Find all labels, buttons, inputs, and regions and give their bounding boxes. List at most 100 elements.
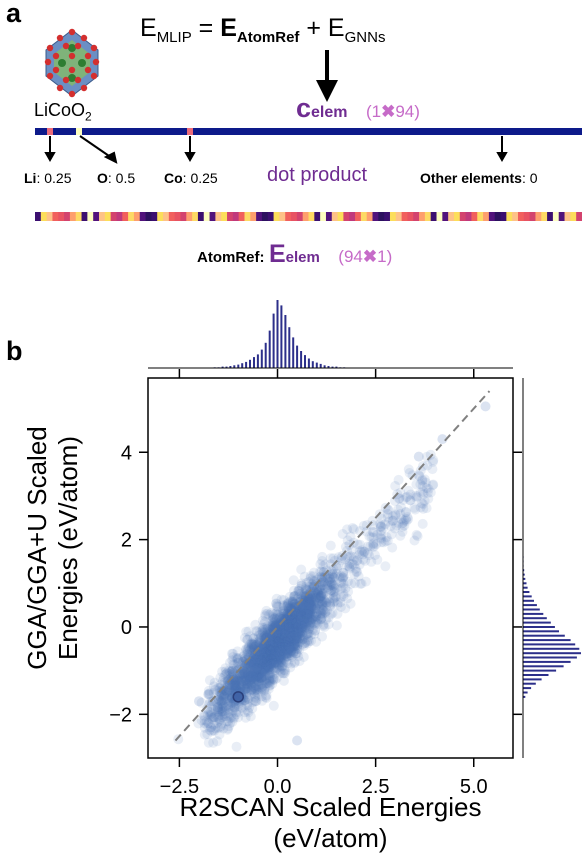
scatter-point — [276, 638, 287, 649]
scatter-point — [297, 621, 308, 632]
scatter-point — [305, 573, 316, 584]
scatter-point — [292, 628, 303, 639]
scatter-point — [362, 541, 373, 552]
scatter-point — [276, 655, 287, 666]
scatter-point — [261, 655, 272, 665]
scatter-point — [414, 471, 425, 482]
scatter-point — [277, 634, 288, 644]
scatter-point — [254, 649, 265, 660]
scatter-point — [280, 635, 291, 646]
scatter-point — [276, 633, 287, 644]
scatter-point — [242, 644, 253, 655]
scatter-point — [260, 647, 271, 658]
scatter-point — [271, 637, 282, 648]
scatter-point — [278, 657, 289, 668]
heatmap-cell — [40, 212, 48, 221]
scatter-point — [275, 643, 286, 654]
x-marginal-histogram — [148, 300, 513, 369]
heatmap-cell — [104, 212, 112, 221]
scatter-point — [298, 633, 309, 644]
scatter-point — [267, 673, 278, 683]
scatter-point — [284, 642, 295, 653]
scatter-point — [287, 632, 298, 643]
scatter-point — [259, 684, 270, 695]
scatter-point — [393, 474, 404, 485]
scatter-point — [241, 678, 252, 689]
scatter-point — [278, 600, 289, 611]
scatter-point — [329, 596, 340, 607]
scatter-point — [273, 650, 283, 661]
scatter-point — [275, 642, 286, 653]
scatter-point — [291, 614, 302, 625]
scatter-point — [257, 657, 268, 668]
scatter-point — [301, 619, 312, 630]
scatter-point — [277, 632, 288, 643]
scatter-point — [303, 605, 314, 616]
heatmap-cell — [512, 212, 519, 221]
scatter-point — [263, 642, 274, 653]
scatter-point — [294, 583, 305, 594]
scatter-point — [334, 572, 345, 583]
scatter-point — [265, 655, 276, 666]
scatter-point — [280, 622, 290, 633]
scatter-point — [199, 722, 210, 733]
scatter-point — [349, 552, 359, 562]
scatter-point — [418, 489, 429, 500]
scatter-point — [308, 594, 318, 605]
scatter-point — [293, 619, 304, 630]
x-hist-bar — [245, 361, 248, 368]
scatter-point — [284, 624, 295, 635]
scatter-point — [275, 616, 286, 627]
scatter-point — [282, 619, 293, 630]
scatter-point — [300, 601, 311, 612]
scatter-point — [228, 652, 239, 662]
scatter-point — [306, 601, 317, 612]
scatter-point — [268, 647, 279, 658]
scatter-point — [303, 604, 314, 615]
scatter-point — [419, 495, 430, 506]
scatter-point — [297, 634, 308, 645]
heatmap-cell — [209, 212, 216, 221]
scatter-point — [368, 539, 379, 550]
scatter-point — [380, 561, 391, 572]
scatter-point — [240, 712, 251, 723]
scatter-point — [315, 590, 326, 601]
heatmap-cell — [227, 212, 234, 221]
scatter-point — [262, 650, 273, 661]
scatter-point — [270, 657, 281, 668]
scatter-point — [293, 585, 304, 596]
scatter-point — [359, 546, 369, 557]
scatter-point — [248, 672, 259, 683]
scatter-point — [410, 504, 421, 515]
x-hist-bar — [256, 354, 259, 368]
scatter-point — [286, 612, 297, 623]
li-entry: Li: 0.25 — [24, 170, 72, 186]
x-axis-label-line2: (eV/atom) — [273, 823, 388, 853]
scatter-point — [252, 689, 263, 700]
scatter-point — [256, 673, 267, 684]
x-hist-bar — [327, 366, 330, 368]
y-hist-bar — [523, 643, 576, 646]
dot-product-label: dot product — [267, 164, 368, 186]
scatter-point — [277, 618, 288, 629]
scatter-point — [395, 502, 406, 513]
scatter-point — [245, 661, 256, 672]
scatter-point — [390, 510, 401, 521]
y-hist-bar — [523, 595, 532, 598]
scatter-point — [263, 649, 274, 660]
scatter-point — [275, 651, 286, 662]
heatmap-cell — [506, 212, 513, 221]
c-elem-sub: elem — [311, 104, 348, 121]
scatter-point — [286, 635, 297, 646]
scatter-point — [264, 650, 275, 661]
scatter-point — [297, 630, 308, 641]
scatter-point — [312, 586, 323, 597]
heatmap-cell — [535, 212, 542, 221]
scatter-point — [246, 638, 257, 649]
scatter-point — [417, 486, 428, 497]
scatter-point — [223, 679, 234, 689]
scatter-point — [276, 642, 287, 653]
scatter-point — [415, 465, 426, 476]
compound-sub: 2 — [85, 109, 92, 124]
scatter-point — [222, 687, 233, 698]
